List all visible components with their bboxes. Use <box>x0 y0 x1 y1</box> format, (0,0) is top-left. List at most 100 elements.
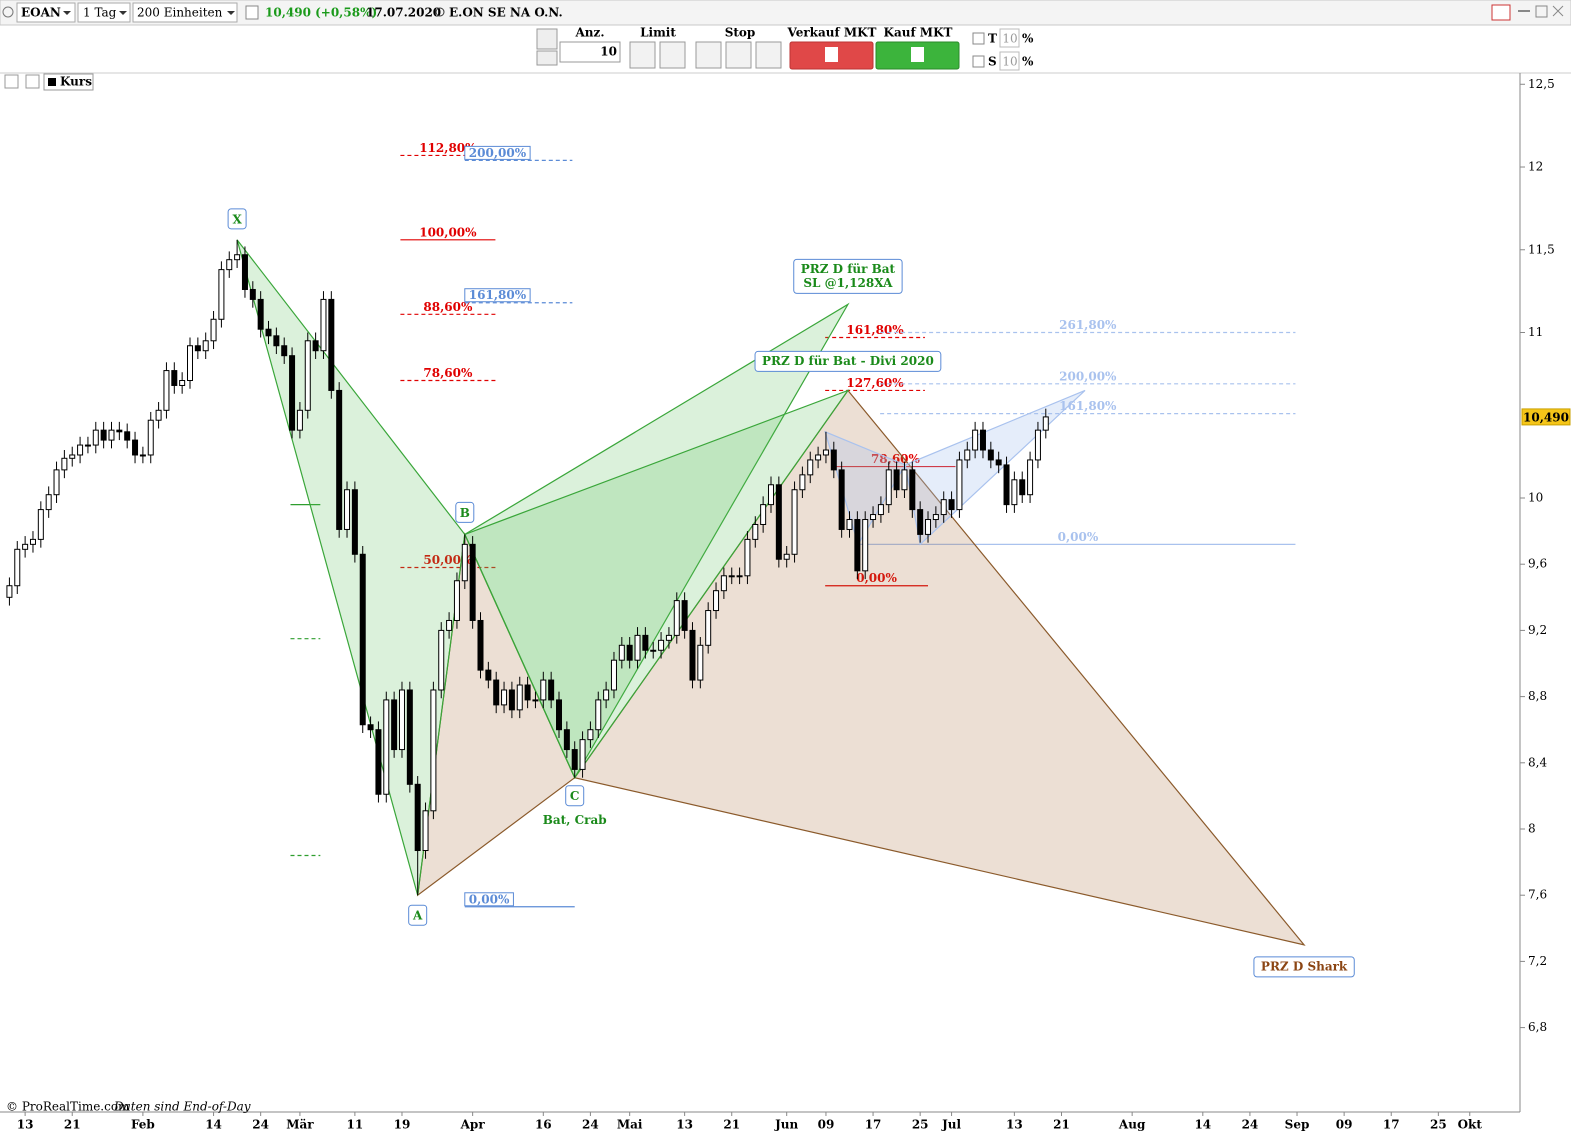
minimize[interactable] <box>1518 10 1530 12</box>
t-input[interactable] <box>999 28 1020 48</box>
candle-body <box>210 318 217 342</box>
stop-other[interactable] <box>755 41 782 69</box>
units-box[interactable] <box>132 2 238 23</box>
s-unit: % <box>1022 55 1034 69</box>
candle-body <box>116 429 123 433</box>
candle-body <box>885 469 892 506</box>
level-label: 161,80% <box>846 323 904 337</box>
candle-body <box>367 724 374 731</box>
annotation-text: Bat, Crab <box>543 813 607 827</box>
candle-body <box>257 298 264 330</box>
candle-body <box>862 519 869 572</box>
limit-buy[interactable] <box>629 41 656 69</box>
candle-body <box>767 484 774 506</box>
qty-label: Anz. <box>574 26 604 40</box>
level-label-box <box>464 288 531 303</box>
limit-label: Limit <box>640 26 676 40</box>
candle-body <box>618 644 625 661</box>
candle-body <box>328 298 335 391</box>
legend-icon[interactable] <box>25 74 40 89</box>
candle-body <box>1011 479 1018 506</box>
stop-label: Stop <box>725 26 756 40</box>
x-tick-label: Jul <box>941 1118 961 1132</box>
candle-body <box>61 457 68 471</box>
candle-body <box>84 444 91 447</box>
candle-body <box>540 679 547 701</box>
candle-body <box>956 459 963 511</box>
date: 17.07.2020 <box>366 6 441 20</box>
candle-body <box>53 469 60 496</box>
candle-body <box>14 548 21 587</box>
candle-body <box>139 454 146 457</box>
candle-body <box>603 689 610 701</box>
candle-body <box>249 288 256 300</box>
checkbox[interactable] <box>972 55 985 68</box>
candle-body <box>815 454 822 461</box>
candle-body <box>281 345 288 357</box>
level-label: 200,00% <box>1059 369 1117 383</box>
candle-body <box>556 699 563 731</box>
point-label: A <box>412 909 423 923</box>
qty[interactable]: 10 <box>600 45 617 59</box>
candle-body <box>414 783 421 852</box>
symbol[interactable]: EOAN <box>21 6 61 20</box>
candle-body <box>854 519 861 572</box>
x-tick-label: 24 <box>582 1118 599 1132</box>
candle-body <box>979 429 986 451</box>
candle-body <box>705 610 712 646</box>
annotation-text: PRZ D für Bat - Divi 2020 <box>762 354 934 368</box>
stop-sell[interactable] <box>725 41 752 69</box>
candle-body <box>791 489 798 555</box>
interval-box[interactable] <box>77 2 131 23</box>
candle-body <box>697 644 704 681</box>
legend-box[interactable] <box>43 73 94 91</box>
x-tick-label: 14 <box>1194 1118 1211 1132</box>
stop-buy[interactable] <box>695 41 722 69</box>
x-tick-label: 13 <box>1006 1118 1023 1132</box>
x-tick-label: 25 <box>1430 1118 1447 1132</box>
candle-body <box>29 538 36 545</box>
y-tick-label: 12,5 <box>1528 77 1555 91</box>
s-value[interactable]: 10 <box>1002 55 1017 69</box>
candle-body <box>100 429 107 441</box>
candle-body <box>132 439 139 456</box>
symbol-box[interactable] <box>16 2 76 23</box>
x-tick-label: 25 <box>912 1118 929 1132</box>
close[interactable] <box>1552 5 1564 17</box>
annotation-text: PRZ D für Bat <box>801 262 896 276</box>
qty-input[interactable] <box>559 41 621 63</box>
legend-icon[interactable] <box>4 74 19 89</box>
candle-body <box>296 409 303 431</box>
candle-body <box>877 504 884 516</box>
y-tick-label: 12 <box>1528 160 1543 174</box>
interval[interactable]: 1 Tag <box>83 6 117 20</box>
candle-body <box>422 810 429 852</box>
candle-body <box>241 254 248 290</box>
x-tick-label: Sep <box>1285 1118 1310 1132</box>
candle-body <box>634 634 641 661</box>
candle-body <box>940 499 947 516</box>
symbol-icon[interactable] <box>2 6 14 18</box>
candle-body <box>218 269 225 320</box>
checkbox[interactable] <box>972 32 985 45</box>
candle-body <box>493 679 500 706</box>
candle-body <box>532 699 539 702</box>
point-label: X <box>232 212 242 226</box>
refresh-icon[interactable] <box>1491 4 1511 21</box>
s-input[interactable] <box>999 51 1020 71</box>
candle-body <box>579 739 586 770</box>
info-icon[interactable] <box>245 5 259 20</box>
limit-sell[interactable] <box>659 41 686 69</box>
candle-body <box>289 355 296 431</box>
x-tick-label: 21 <box>1053 1118 1070 1132</box>
level-label: 100,00% <box>419 225 477 239</box>
point-label: B <box>460 506 470 520</box>
candle-body <box>720 575 727 592</box>
candle-body <box>650 649 657 652</box>
units[interactable]: 200 Einheiten <box>137 6 223 20</box>
tool-button[interactable] <box>536 50 558 66</box>
t-value[interactable]: 10 <box>1002 32 1017 46</box>
candle-body <box>1027 459 1034 496</box>
maximize[interactable] <box>1535 5 1548 18</box>
tool-button[interactable] <box>536 28 558 50</box>
